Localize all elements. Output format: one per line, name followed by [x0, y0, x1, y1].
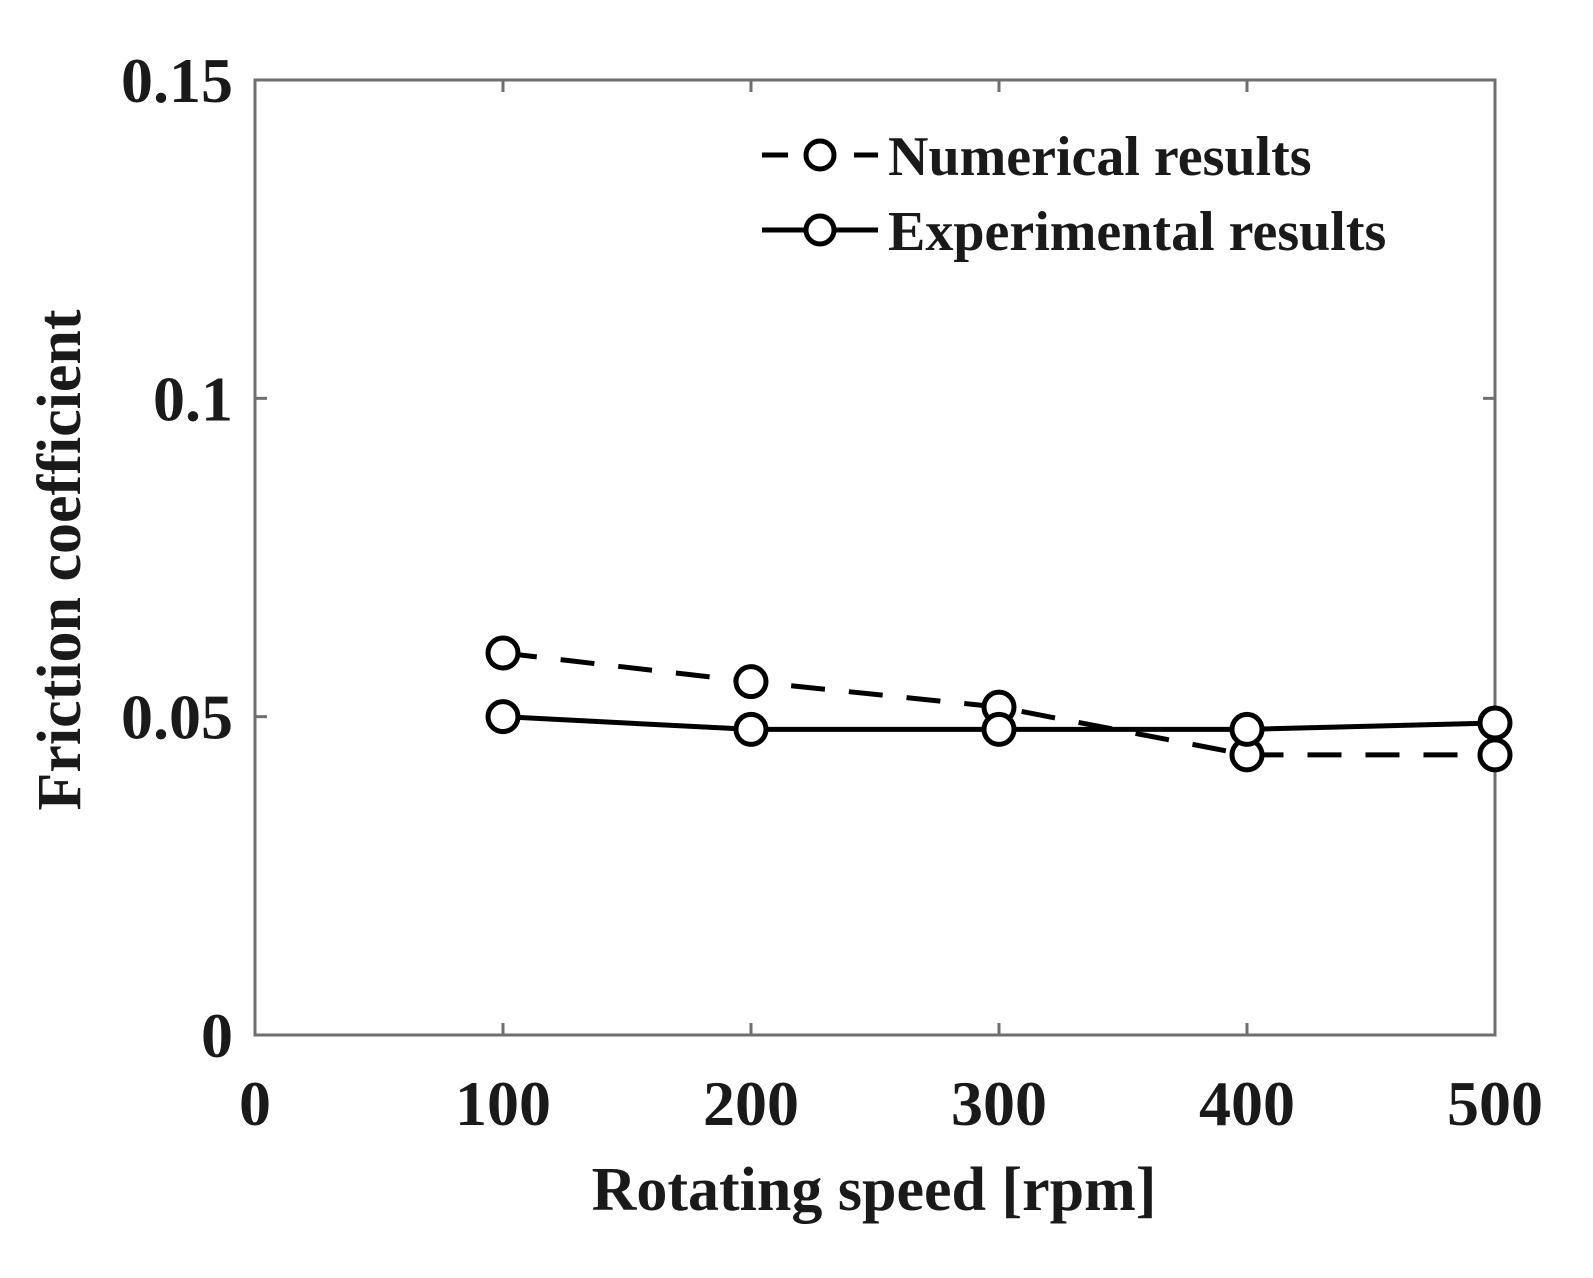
legend-marker [803, 138, 837, 172]
x-tick-label: 300 [951, 1068, 1047, 1139]
data-point [1477, 705, 1513, 741]
y-tick-label: 0 [201, 1000, 233, 1071]
data-point [485, 699, 521, 735]
x-tick-label: 500 [1447, 1068, 1543, 1139]
x-tick-label: 0 [239, 1068, 271, 1139]
plot-frame [253, 78, 1497, 1037]
series-line [502, 650, 1495, 758]
series-experimental [485, 699, 1513, 747]
legend-entry: Numerical results [762, 126, 1312, 188]
series-numerical [485, 635, 1513, 773]
data-point [981, 711, 1017, 747]
data-point [733, 664, 769, 700]
y-tick-label: 0.15 [121, 45, 233, 116]
x-tick-label: 200 [703, 1068, 799, 1139]
legend-entry: Experimental results [762, 201, 1386, 263]
data-point [485, 635, 521, 671]
x-tick-label: 100 [455, 1068, 551, 1139]
tick-labels: 0 100 200 300 400 500 0 0.05 0.1 0.15 [121, 45, 1543, 1139]
series-layer [485, 635, 1513, 773]
axis-ticks [253, 78, 1497, 1037]
y-tick-label: 0.1 [153, 363, 233, 434]
legend-marker [803, 213, 837, 247]
legend-label: Numerical results [888, 126, 1312, 188]
y-tick-label: 0.05 [121, 682, 233, 753]
legend-label: Experimental results [888, 201, 1386, 263]
plot-border [253, 78, 1497, 1037]
x-tick-label: 400 [1199, 1068, 1295, 1139]
data-point [1477, 737, 1513, 773]
data-point [733, 711, 769, 747]
data-point [1229, 711, 1265, 747]
x-axis-title: Rotating speed [rpm] [592, 1156, 1157, 1224]
legend: Numerical results Experimental results [762, 126, 1386, 263]
y-axis-title: Friction coefficient [26, 309, 94, 810]
